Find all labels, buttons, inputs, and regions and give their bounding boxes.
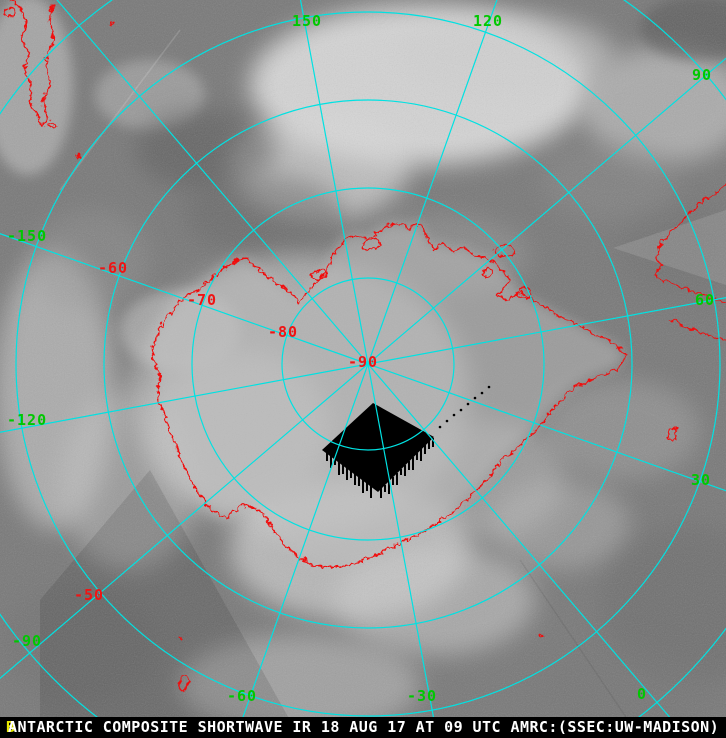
- meridian-line: [0, 363, 369, 680]
- latitude-circle: [191, 187, 545, 541]
- meridian-line: [367, 57, 726, 365]
- lat-label-m50: -50: [74, 586, 104, 604]
- latitude-circle: [15, 11, 721, 717]
- lat-label-m90: -90: [348, 353, 378, 371]
- latitude-circle: [103, 99, 633, 629]
- island: [47, 120, 55, 126]
- lon-label-30: 30: [691, 471, 711, 489]
- meridian-line: [0, 233, 369, 365]
- lon-label-m90: -90: [12, 632, 42, 650]
- right-edge-coastline-south: [667, 317, 726, 340]
- meridian-line: [367, 297, 726, 365]
- meridian-line: [299, 0, 369, 365]
- lon-label-120: 120: [473, 12, 503, 30]
- lon-label-0: 0: [637, 685, 647, 703]
- coastlines: [2, 0, 726, 690]
- island: [176, 674, 188, 690]
- meridian-line: [367, 363, 438, 738]
- island: [665, 425, 677, 439]
- lon-label-60: 60: [695, 291, 715, 309]
- meridian-line: [56, 0, 369, 365]
- island-group-northeast: [308, 237, 531, 297]
- island: [2, 5, 14, 15]
- island: [536, 630, 542, 636]
- island: [74, 151, 80, 157]
- meridian-line: [234, 363, 369, 738]
- lat-label-m80: -80: [268, 323, 298, 341]
- island: [176, 634, 182, 640]
- meridian-line: [0, 363, 369, 433]
- status-bar: B ANTARCTIC COMPOSITE SHORTWAVE IR 18 AU…: [0, 717, 726, 738]
- lon-label-m120: -120: [7, 411, 47, 429]
- lon-label-m150: -150: [7, 227, 47, 245]
- island: [107, 18, 113, 24]
- meridian-line: [367, 363, 726, 492]
- latitude-circle: [281, 277, 455, 451]
- lon-label-m60: -60: [227, 687, 257, 705]
- data-gap-region: [322, 385, 491, 498]
- lon-label-150: 150: [292, 12, 322, 30]
- meridian-line: [367, 0, 498, 365]
- caption-text: ANTARCTIC COMPOSITE SHORTWAVE IR 18 AUG …: [8, 718, 720, 736]
- cursor-marker: B: [6, 718, 16, 736]
- lat-label-m60: -60: [98, 259, 128, 277]
- grid-labels: 150 120 90 60 30 0 -30 -60 -90 -120 -150…: [7, 12, 715, 705]
- south-america-coastline: [9, 0, 53, 125]
- antarctica-interior: [150, 221, 625, 566]
- lat-label-m70: -70: [187, 291, 217, 309]
- antarctica-coastline: [149, 220, 626, 567]
- lon-label-90: 90: [692, 66, 712, 84]
- lon-label-m30: -30: [407, 687, 437, 705]
- right-edge-coastline: [653, 182, 726, 302]
